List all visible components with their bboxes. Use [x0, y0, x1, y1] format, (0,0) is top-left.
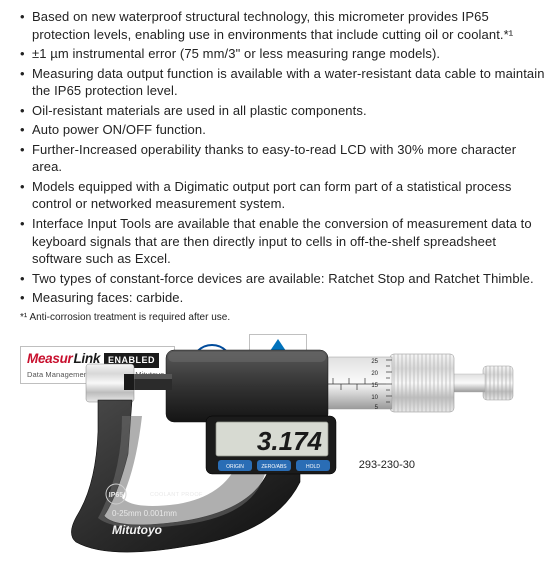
anvil-face	[124, 374, 134, 390]
svg-text:IP65: IP65	[109, 492, 124, 499]
product-figure: 293-230-30	[38, 344, 520, 554]
micrometer-illustration: 25 20 15 10 5 3.174 ORIGIN ZERO/ABS	[38, 344, 520, 554]
button-row: ORIGIN ZERO/ABS HOLD	[218, 460, 330, 471]
svg-text:0-25mm 0.001mm: 0-25mm 0.001mm	[112, 509, 177, 518]
feature-list: Based on new waterproof structural techn…	[18, 8, 546, 307]
svg-text:ORIGIN: ORIGIN	[226, 464, 244, 470]
svg-text:HOLD: HOLD	[306, 464, 320, 470]
feature-item: Further-Increased operability thanks to …	[18, 141, 546, 176]
thimble-knurl	[394, 354, 450, 412]
feature-text: Oil-resistant materials are used in all …	[32, 103, 367, 118]
feature-text: Auto power ON/OFF function.	[32, 122, 206, 137]
feature-item: Interface Input Tools are available that…	[18, 215, 546, 268]
feature-text: Based on new waterproof structural techn…	[32, 9, 513, 42]
lcd-value: 3.174	[257, 426, 323, 456]
svg-text:COOLANT PROOF: COOLANT PROOF	[150, 492, 203, 498]
feature-item: Two types of constant-force devices are …	[18, 270, 546, 288]
svg-text:15: 15	[371, 383, 378, 389]
model-number: 293-230-30	[359, 458, 415, 473]
feature-text: Further-Increased operability thanks to …	[32, 142, 516, 175]
feature-text: Two types of constant-force devices are …	[32, 271, 534, 286]
sleeve	[326, 357, 392, 409]
feature-item: Measuring data output function is availa…	[18, 65, 546, 100]
feature-text: Interface Input Tools are available that…	[32, 216, 532, 266]
feature-item: Auto power ON/OFF function.	[18, 121, 546, 139]
feature-item: ±1 µm instrumental error (75 mm/3" or le…	[18, 45, 546, 63]
feature-item: Measuring faces: carbide.	[18, 289, 546, 307]
feature-text: Models equipped with a Digimatic output …	[32, 179, 511, 212]
ratchet-shaft	[453, 374, 485, 392]
feature-item: Based on new waterproof structural techn…	[18, 8, 546, 43]
feature-text: Measuring data output function is availa…	[32, 66, 545, 99]
svg-text:ZERO/ABS: ZERO/ABS	[261, 464, 287, 470]
feature-item: Oil-resistant materials are used in all …	[18, 102, 546, 120]
svg-text:10: 10	[371, 395, 378, 401]
svg-text:Mitutoyo: Mitutoyo	[112, 523, 162, 537]
feature-item: Models equipped with a Digimatic output …	[18, 178, 546, 213]
svg-text:25: 25	[371, 359, 378, 365]
footnote: *¹ Anti-corrosion treatment is required …	[20, 311, 546, 325]
feature-text: Measuring faces: carbide.	[32, 290, 183, 305]
feature-text: ±1 µm instrumental error (75 mm/3" or le…	[32, 46, 440, 61]
svg-text:20: 20	[371, 371, 378, 377]
